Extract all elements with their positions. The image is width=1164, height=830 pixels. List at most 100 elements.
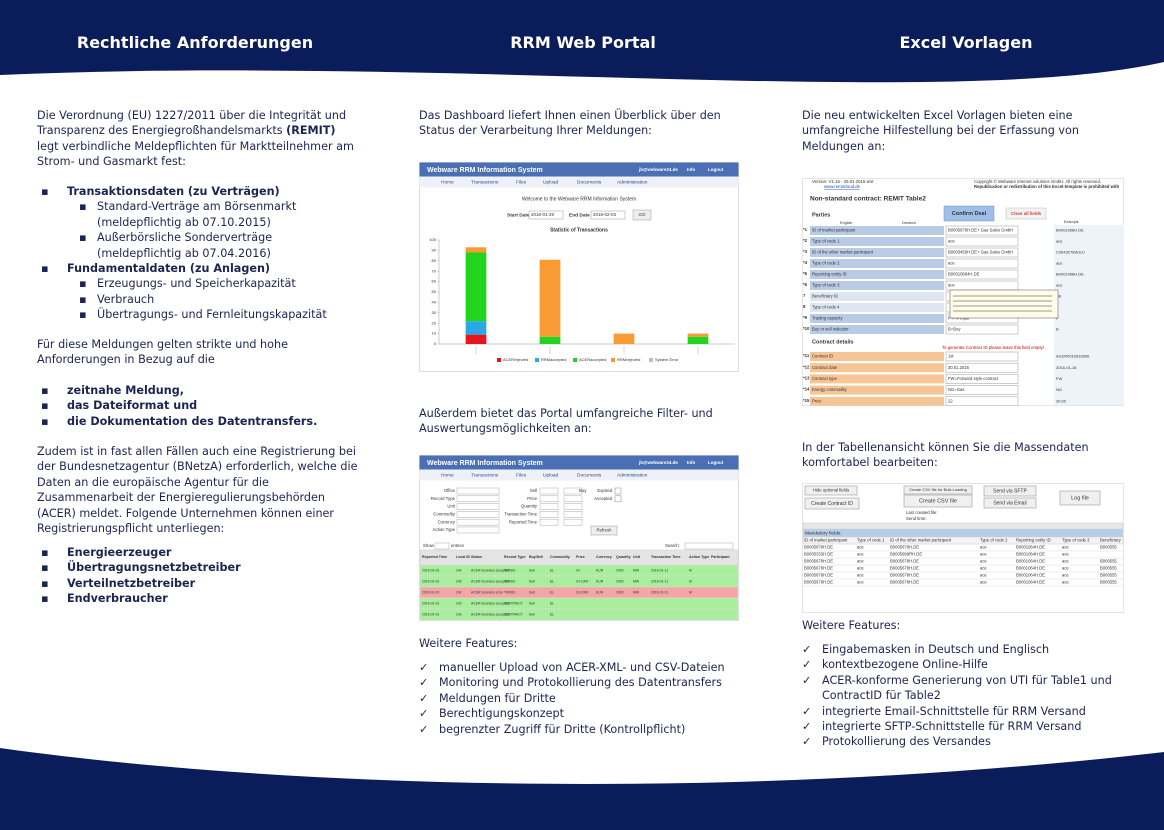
field-german-cell: [882, 237, 944, 246]
field-input: [945, 374, 1019, 384]
excel-intro: Die neu entwickelten Excel Vorlagen biet…: [802, 109, 1079, 153]
form-title: Non-standard contract: REMIT Table2: [810, 196, 926, 203]
cell: B0005678H.DE: [804, 573, 833, 578]
text: das Dateiformat und: [67, 399, 198, 413]
cell: Sell: [529, 601, 535, 605]
column-header: Type of code 2: [980, 538, 1008, 543]
cell: ace: [857, 566, 864, 571]
obligation-list: Transaktionsdaten (zu Verträgen)Standard…: [37, 184, 357, 323]
label: Commodity: [433, 512, 456, 517]
cell: ace: [857, 559, 864, 564]
field-german-cell: [882, 270, 944, 279]
bar: [613, 333, 635, 344]
feature: integrierte SFTP-Schnittstelle für RRM V…: [802, 719, 1122, 735]
cell: ace: [980, 580, 987, 585]
registration-text: Zudem ist in fast allen Fällen auch eine…: [37, 444, 367, 536]
company: Endverbraucher: [37, 591, 357, 607]
label: *4: [803, 260, 808, 265]
y-tick-label: 90: [432, 247, 437, 252]
bar: [539, 259, 561, 337]
field-german-cell: [882, 374, 944, 384]
feature: kontextbezogene Online-Hilfe: [802, 657, 1122, 673]
bar: [687, 336, 709, 344]
example-column: [1054, 225, 1124, 405]
requirement-list: zeitnahe Meldung, das Dateiformat unddie …: [37, 383, 357, 430]
nav-item: Documents: [577, 472, 602, 478]
label: Example: [1064, 220, 1079, 224]
select: [456, 526, 500, 534]
column-header: ID of market participant: [804, 538, 848, 543]
button: [1059, 490, 1101, 506]
label: Logout: [708, 460, 724, 465]
cell: 2016-02-01: [422, 601, 439, 605]
cell: M: [689, 579, 692, 583]
label: *14: [803, 387, 810, 392]
label: 8: [803, 304, 806, 309]
select: [456, 503, 500, 510]
column-header: Transaction Time: [651, 555, 681, 559]
text: Folgende Unternehmen können einer Regist…: [37, 506, 335, 536]
column-header: Participant: [711, 555, 730, 559]
column-header: Type of code 3: [1062, 538, 1090, 543]
obligation: Transaktionsdaten (zu Verträgen)Standard…: [37, 184, 357, 261]
field-value: 30.01.2016: [948, 365, 970, 370]
field-german-cell: [882, 314, 944, 323]
field-label-cell: [810, 226, 882, 235]
field-example: DE: [1056, 294, 1062, 299]
requirement: das Dateiformat und: [37, 398, 357, 414]
nav-item: Documents: [577, 179, 602, 185]
header-row: [802, 536, 1124, 545]
y-tick-label: 50: [432, 289, 437, 294]
label: Info: [687, 460, 695, 465]
field-label-cell: [810, 292, 882, 301]
input: [539, 495, 559, 503]
cell: 2016-01-11: [651, 568, 668, 572]
cell: 242: [456, 590, 462, 594]
label: English: [840, 221, 852, 225]
column-header: Currency: [596, 555, 612, 559]
field-value: ace: [948, 283, 955, 288]
nav-item: Home: [441, 179, 454, 185]
requirement: die Dokumentation des Datentransfers.: [37, 414, 357, 430]
legend-label: System Error: [655, 357, 679, 362]
label: *13: [803, 376, 810, 381]
sub-item: Außerbörsliche Sonderverträge (meldepfli…: [37, 230, 357, 261]
text: (REMIT): [286, 124, 336, 138]
label: Logout: [708, 167, 724, 172]
field-input: [945, 396, 1019, 406]
column-header: Price: [576, 555, 585, 559]
input: [563, 518, 583, 526]
cell: B0005678H.DE: [890, 566, 919, 571]
field-value: B0005678H.DE+ Gas Sales GmbH: [948, 228, 1013, 233]
label: *6: [803, 282, 808, 287]
cell: 242: [456, 568, 462, 572]
cell: ACER business accepted: [471, 568, 510, 572]
nav-item: Transactions: [471, 179, 499, 185]
checkbox: [614, 495, 622, 503]
label: Quantity: [521, 504, 538, 509]
field-label: ID of the other market participant: [812, 250, 874, 255]
field-label-cell: [810, 374, 882, 384]
text: legt verbindliche Meldepflichten für Mar…: [37, 139, 354, 169]
field-label-cell: [810, 396, 882, 406]
label: Version: V1.16 - 29.01.2016 test: [812, 179, 874, 184]
legend-swatch: [611, 358, 615, 362]
cell: ace: [1062, 573, 1069, 578]
button: [983, 485, 1037, 497]
cell: EL: [550, 579, 554, 583]
button-label: Clear all fields: [1011, 211, 1042, 217]
button-label: Log file: [1071, 495, 1089, 501]
button: [804, 497, 860, 510]
field-input: [945, 362, 1019, 373]
cell: ace: [1062, 566, 1069, 571]
cell: CONTRACT: [504, 612, 523, 616]
nav-item: Upload: [543, 179, 559, 185]
legend-swatch: [497, 358, 501, 362]
label: jb@webware24.de: [638, 167, 678, 172]
bar: [465, 334, 487, 344]
cell: 24: [576, 568, 580, 572]
field-label-cell: [810, 281, 882, 290]
legend-label: RRMrejected: [617, 357, 640, 362]
